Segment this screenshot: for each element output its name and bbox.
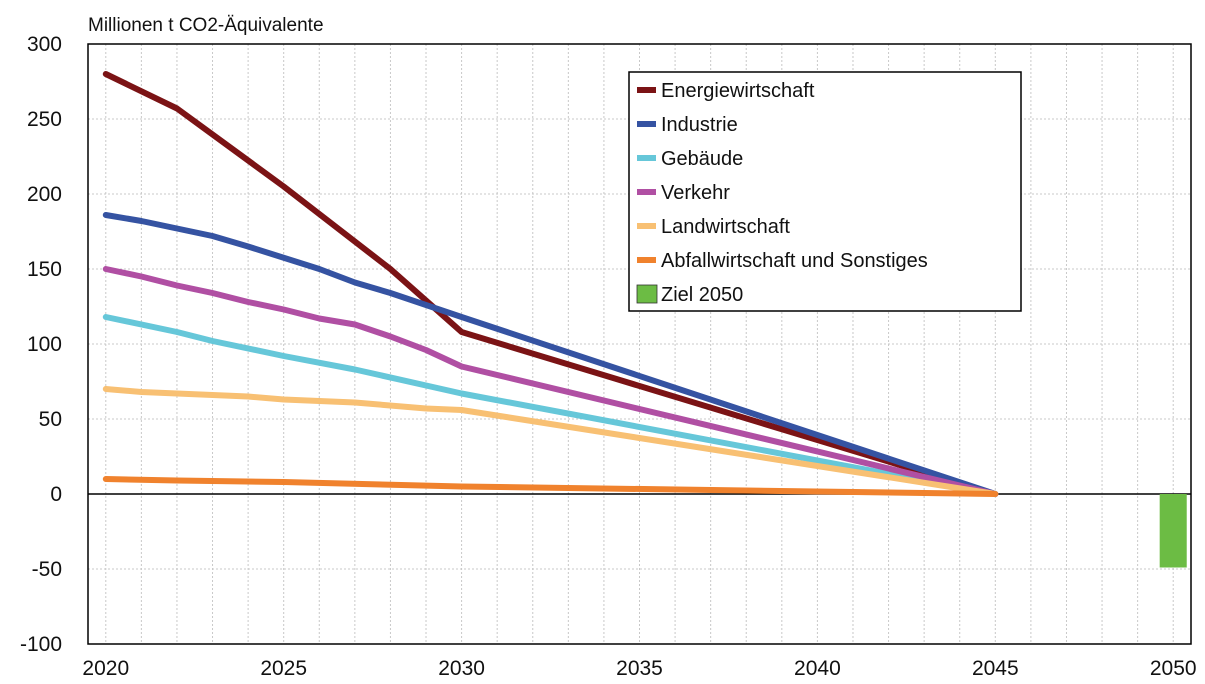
y-axis-unit-label: Millionen t CO2-Äquivalente: [88, 15, 324, 36]
legend-label: Gebäude: [661, 148, 743, 170]
grid-lines: [88, 44, 1191, 644]
series-line-3: [102, 266, 999, 497]
y-tick-label: 150: [27, 258, 62, 281]
y-tick-label: 200: [27, 183, 62, 206]
x-tick-label: 2030: [438, 657, 485, 680]
legend-label: Energiewirtschaft: [661, 80, 815, 102]
x-tick-label: 2035: [616, 657, 663, 680]
series-lines-layer: [102, 71, 999, 497]
y-tick-label: 250: [27, 108, 62, 131]
legend: Energiewirtschaft Industrie Gebäude Verkehr…: [628, 71, 1022, 312]
x-tick-label: 2050: [1150, 657, 1197, 680]
y-tick-label: 100: [27, 333, 62, 356]
bar-ziel-2050: [1159, 494, 1187, 568]
legend-swatch: [636, 284, 658, 304]
legend-label: Abfallwirtschaft und Sonstiges: [661, 250, 928, 272]
y-tick-label: -50: [32, 558, 62, 581]
x-tick-label: 2040: [794, 657, 841, 680]
plot-frame: [87, 43, 1192, 645]
series-line-2: [102, 314, 999, 497]
x-tick-label: 2020: [82, 657, 129, 680]
y-tick-label: 50: [39, 408, 62, 431]
legend-label: Industrie: [661, 114, 738, 136]
y-tick-label: -100: [20, 633, 62, 656]
series-line-5: [102, 476, 999, 497]
x-tick-label: 2045: [972, 657, 1019, 680]
legend-box: [628, 71, 1022, 312]
legend-label: Ziel 2050: [661, 284, 743, 306]
series-line-4: [102, 386, 999, 497]
x-tick-label: 2025: [260, 657, 307, 680]
bars-layer: [1159, 494, 1187, 568]
legend-label: Landwirtschaft: [661, 216, 790, 238]
x-tick-labels: 2020 2025 2030 2035 2040 2045 2050: [82, 657, 1196, 680]
series-line-1: [102, 212, 999, 497]
y-tick-label: 300: [27, 33, 62, 56]
series-line-0: [102, 71, 999, 497]
y-tick-labels: 300 250 200 150 100 50 0 -50 -100: [20, 33, 62, 656]
y-tick-label: 0: [50, 483, 62, 506]
legend-label: Verkehr: [661, 182, 730, 204]
